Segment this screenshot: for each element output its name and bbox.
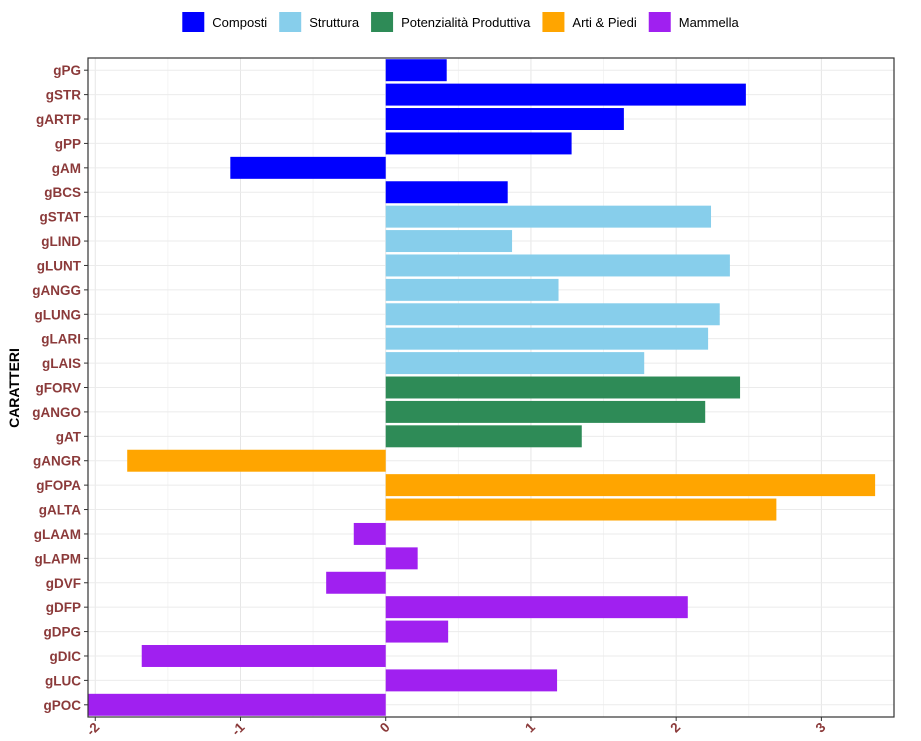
x-tick-label-3: 1 xyxy=(522,719,538,735)
category-label-gLIND: gLIND xyxy=(41,234,81,249)
category-label-gSTAT: gSTAT xyxy=(40,210,82,225)
bar-gDVF xyxy=(326,571,386,594)
category-label-gARTP: gARTP xyxy=(36,112,81,127)
bar-gDPG xyxy=(385,620,449,643)
category-label-gLUC: gLUC xyxy=(45,673,81,688)
category-label-gSTR: gSTR xyxy=(46,88,81,103)
category-label-gDVF: gDVF xyxy=(46,576,81,591)
bar-gLAIS xyxy=(385,352,645,375)
bar-gLIND xyxy=(385,230,513,253)
x-tick-label-4: 2 xyxy=(667,720,683,736)
category-labels: gPG gSTR gARTP gPP gAM gBCS gSTAT gLIND gLUNT gAN… xyxy=(32,63,88,713)
x-tick-label-1: -1 xyxy=(229,719,248,738)
bar-gANGG xyxy=(385,278,559,301)
category-label-gDIC: gDIC xyxy=(50,649,82,664)
legend-label-0: Composti xyxy=(212,15,267,30)
bar-gDIC xyxy=(141,644,386,667)
bar-gSTR xyxy=(385,83,746,106)
category-label-gPP: gPP xyxy=(55,136,81,151)
category-label-gBCS: gBCS xyxy=(44,185,81,200)
category-label-gLAIS: gLAIS xyxy=(42,356,81,371)
legend-label-1: Struttura xyxy=(309,15,360,30)
category-label-gANGO: gANGO xyxy=(32,405,81,420)
legend-label-3: Arti & Piedi xyxy=(572,15,636,30)
x-tick-label-2: 0 xyxy=(377,720,393,736)
category-label-gFOPA: gFOPA xyxy=(36,478,81,493)
bar-gFOPA xyxy=(385,474,876,497)
bar-gLARI xyxy=(385,327,709,350)
bar-gLAAM xyxy=(353,522,386,545)
bar-gLUNT xyxy=(385,254,730,277)
category-label-gLARI: gLARI xyxy=(41,332,81,347)
bar-gFORV xyxy=(385,376,741,399)
bar-gLAPM xyxy=(385,547,418,570)
category-label-gALTA: gALTA xyxy=(39,503,81,518)
bar-gAM xyxy=(230,156,386,179)
category-label-gAM: gAM xyxy=(52,161,81,176)
bar-gAT xyxy=(385,425,582,448)
legend-label-2: Potenzialità Produttiva xyxy=(401,15,531,30)
x-tick-label-5: 3 xyxy=(813,719,829,735)
x-tick-label-0: -2 xyxy=(83,720,102,739)
bar-gANGR xyxy=(127,449,386,472)
bar-gLUNG xyxy=(385,303,720,326)
category-label-gFORV: gFORV xyxy=(35,381,81,396)
legend-swatch-1 xyxy=(279,12,302,32)
legend-swatch-3 xyxy=(542,12,565,32)
bar-gBCS xyxy=(385,181,508,204)
bar-gANGO xyxy=(385,400,706,423)
category-label-gDPG: gDPG xyxy=(43,625,81,640)
category-label-gAT: gAT xyxy=(56,429,82,444)
legend: Composti Struttura Potenzialità Produttiva… xyxy=(182,12,739,32)
legend-label-4: Mammella xyxy=(679,15,740,30)
bar-gLUC xyxy=(385,669,558,692)
bar-gARTP xyxy=(385,108,624,131)
bar-gALTA xyxy=(385,498,777,521)
bar-gPG xyxy=(385,59,447,82)
category-label-gDFP: gDFP xyxy=(46,600,81,615)
category-label-gPG: gPG xyxy=(53,63,81,78)
bar-gSTAT xyxy=(385,205,712,228)
legend-swatch-0 xyxy=(182,12,205,32)
legend-swatch-4 xyxy=(648,12,671,32)
category-label-gLUNT: gLUNT xyxy=(37,258,82,273)
y-axis-title: CARATTERI xyxy=(6,348,22,428)
bar-gPOC xyxy=(88,693,386,716)
category-label-gLAPM: gLAPM xyxy=(35,551,82,566)
x-axis-ticks: -2 -1 0 1 2 3 xyxy=(83,717,829,739)
category-label-gANGG: gANGG xyxy=(32,283,81,298)
legend-swatch-2 xyxy=(371,12,394,32)
bars xyxy=(88,59,876,716)
category-label-gLAAM: gLAAM xyxy=(34,527,81,542)
bar-gPP xyxy=(385,132,572,155)
category-label-gANGR: gANGR xyxy=(33,454,81,469)
bar-gDFP xyxy=(385,596,688,619)
category-label-gLUNG: gLUNG xyxy=(35,307,82,322)
category-label-gPOC: gPOC xyxy=(43,698,81,713)
